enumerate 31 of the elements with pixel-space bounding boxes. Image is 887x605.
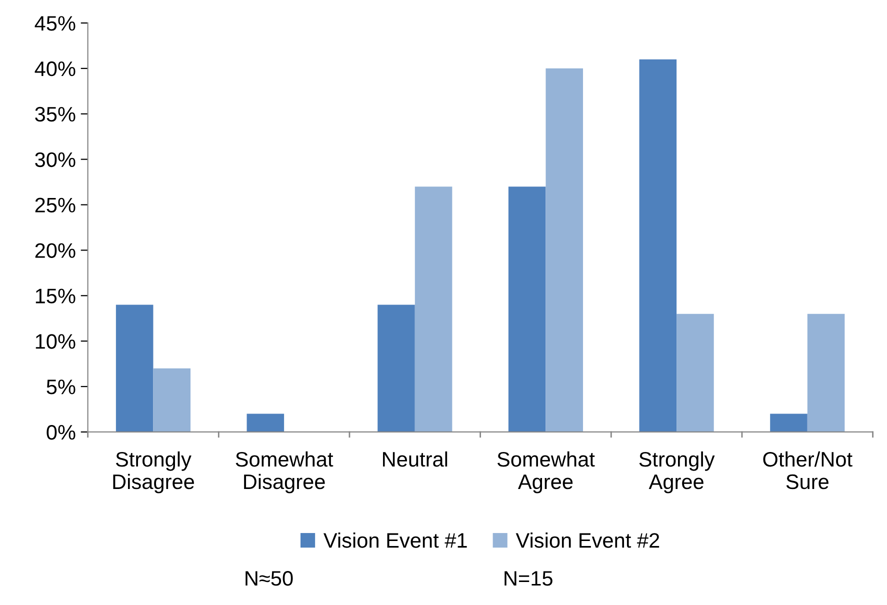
bar	[378, 304, 415, 432]
y-tick-label: 30%	[35, 152, 76, 168]
x-tick-label: Somewhat Agree	[497, 451, 595, 494]
bar	[639, 59, 677, 432]
y-tick-label: 20%	[35, 243, 76, 258]
text: N≈50	[246, 571, 293, 586]
y-tick-label: 5%	[46, 380, 76, 394]
y-tick-label: 40%	[34, 61, 76, 76]
bar	[770, 414, 808, 432]
text: N=15	[504, 571, 552, 586]
y-tick-label: 10%	[36, 334, 76, 349]
y-tick-label: 25%	[35, 198, 76, 213]
y-tick-label: 15%	[36, 288, 76, 304]
legend-label: Vision Event #1	[324, 532, 467, 548]
y-tick-label: 45%	[34, 16, 76, 31]
bar	[116, 304, 154, 432]
bar	[676, 314, 714, 432]
y-tick-label: 35%	[35, 106, 76, 122]
bar	[508, 186, 546, 432]
y-tick-label: 0%	[46, 424, 76, 440]
bar	[807, 314, 845, 432]
x-tick-label: Neutral	[383, 451, 448, 467]
x-tick-label: Strongly Agree	[639, 451, 715, 494]
bar	[246, 414, 284, 432]
bar	[153, 368, 191, 432]
x-tick-label: Somewhat Disagree	[236, 451, 334, 494]
legend-label: Vision Event #2	[516, 532, 660, 548]
bar	[546, 68, 584, 432]
x-tick-label: Strongly Disagree	[113, 451, 194, 494]
x-tick-label: Other/Not Sure	[763, 451, 852, 490]
bar	[414, 186, 452, 432]
